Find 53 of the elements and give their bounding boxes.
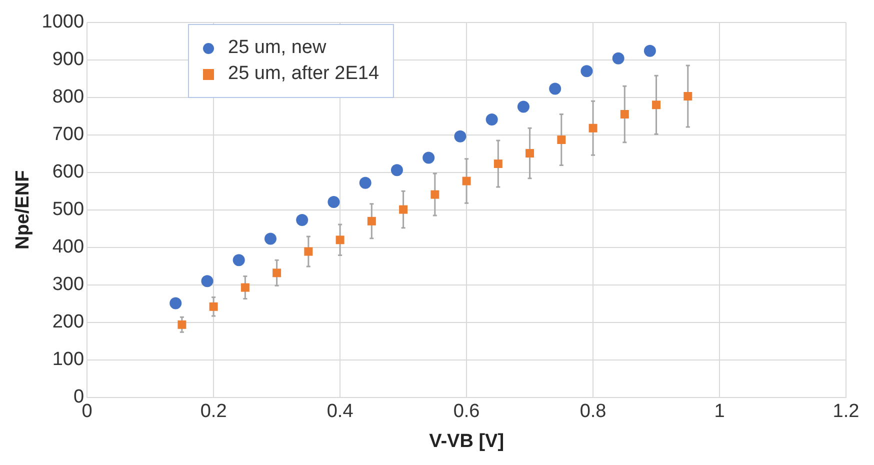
y-tick-label: 500	[52, 199, 84, 220]
x-tick-label: 1	[714, 401, 725, 422]
point	[209, 302, 218, 311]
point	[201, 275, 214, 288]
y-tick-label: 200	[52, 312, 84, 333]
point	[557, 136, 566, 144]
point	[390, 164, 403, 176]
y-tick-label: 300	[52, 274, 84, 296]
x-tick-label: 0.6	[453, 401, 480, 422]
point	[399, 205, 408, 214]
point	[486, 114, 498, 126]
point	[272, 268, 282, 278]
point	[304, 247, 313, 256]
legend-label: 25 um, after 2E14	[228, 63, 380, 85]
point	[620, 110, 629, 119]
point	[652, 100, 661, 110]
point	[588, 124, 598, 132]
y-tick-label: 400	[52, 236, 84, 258]
y-tick-label: 600	[52, 162, 84, 183]
y-tick-label: 800	[52, 86, 84, 108]
y-tick-label: 700	[52, 124, 84, 146]
y-tick-label: 900	[52, 49, 84, 70]
point	[644, 44, 656, 57]
legend-label: 25 um, new	[228, 37, 326, 59]
x-tick-label: 0.8	[580, 401, 606, 422]
point	[526, 149, 534, 158]
point	[517, 100, 530, 113]
point	[684, 92, 692, 101]
x-tick-label: 0.2	[200, 401, 227, 422]
point	[264, 232, 276, 245]
point	[430, 190, 440, 199]
point	[494, 160, 502, 168]
point	[612, 52, 624, 64]
point	[454, 130, 466, 142]
y-axis-title: Npe/ENF	[12, 170, 34, 250]
y-tick-label: 100	[52, 349, 84, 370]
point	[170, 297, 182, 310]
point	[359, 176, 372, 189]
point	[336, 236, 344, 244]
point	[367, 216, 376, 226]
point	[240, 283, 250, 292]
x-axis-title: V-VB [V]	[429, 430, 504, 452]
point	[462, 176, 471, 186]
point	[422, 152, 435, 164]
x-tick-label: 0.4	[326, 401, 354, 422]
point	[296, 214, 308, 226]
point	[178, 320, 186, 329]
point	[580, 65, 593, 78]
point	[328, 196, 340, 208]
y-tick-label: 1000	[42, 12, 84, 33]
point	[549, 82, 562, 95]
point	[232, 254, 245, 266]
x-tick-label: 1.2	[832, 401, 860, 422]
